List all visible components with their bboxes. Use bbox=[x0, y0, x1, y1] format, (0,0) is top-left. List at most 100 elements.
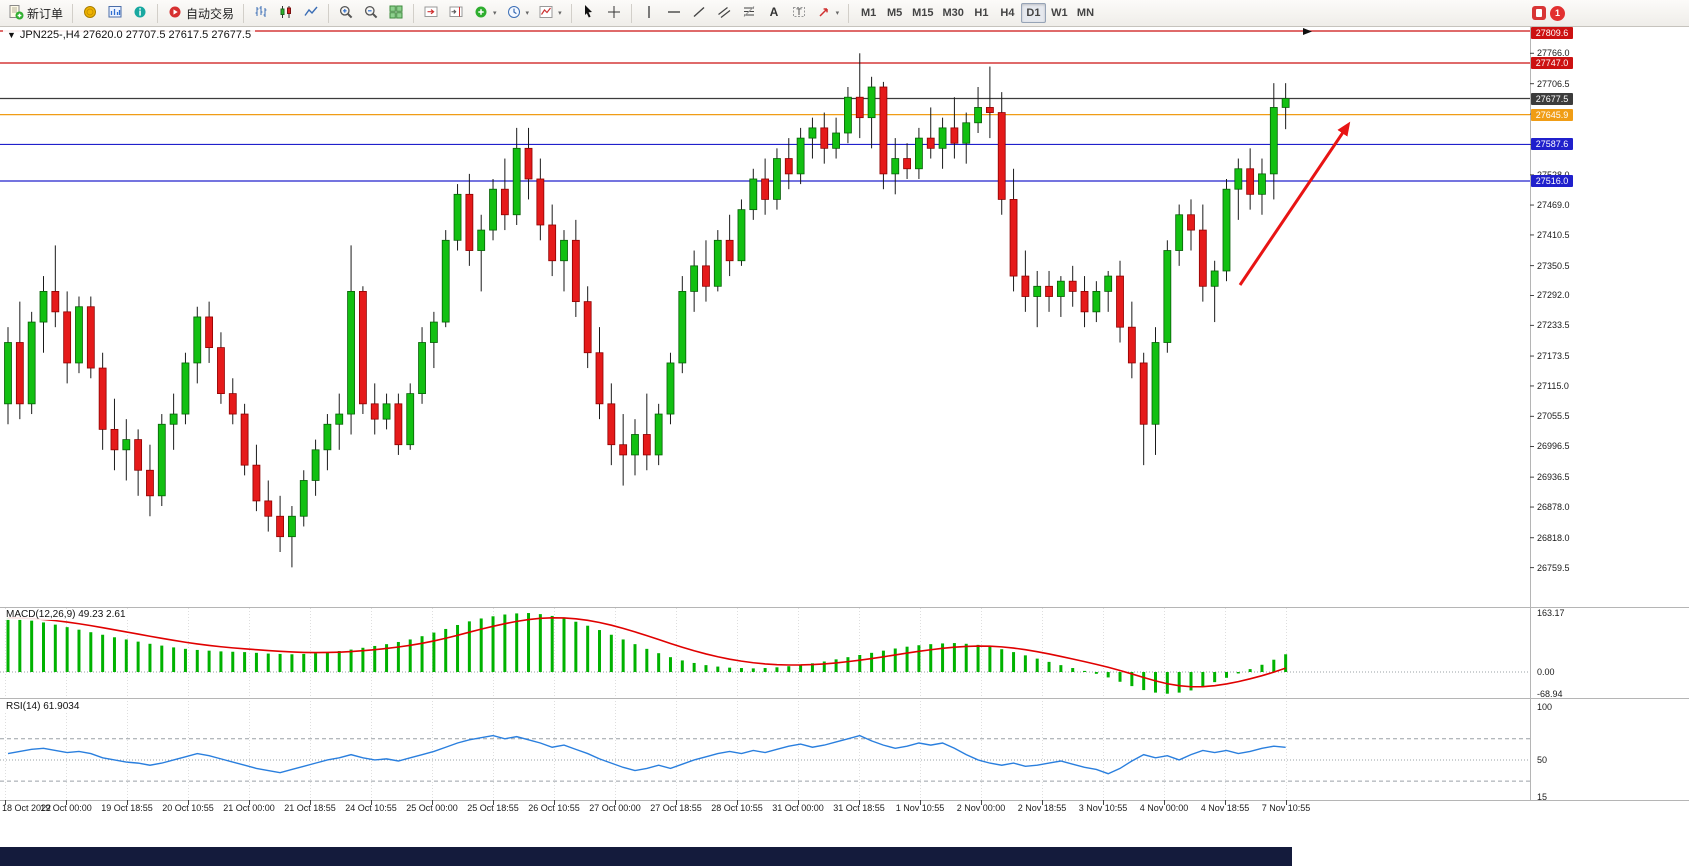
arrows-tool[interactable]: ▾ bbox=[812, 2, 844, 24]
candles-layer bbox=[4, 53, 1290, 568]
tile-windows-icon bbox=[388, 4, 404, 23]
horizontal-line-tool[interactable] bbox=[662, 2, 686, 24]
svg-text:T: T bbox=[796, 7, 802, 17]
new-order-button[interactable]: 新订单 bbox=[4, 2, 67, 24]
auto-trading-icon bbox=[167, 4, 183, 23]
indicator-plus-icon bbox=[473, 4, 489, 23]
text-icon: A bbox=[766, 4, 782, 23]
zoom-out-icon bbox=[363, 4, 379, 23]
channel-icon bbox=[716, 4, 732, 23]
tile-windows-button[interactable] bbox=[384, 2, 408, 24]
data-window-button[interactable] bbox=[128, 2, 152, 24]
chevron-down-icon: ▾ bbox=[493, 10, 497, 17]
macd-histogram bbox=[6, 613, 1288, 694]
periods-button[interactable]: ▾ bbox=[502, 2, 534, 24]
timeframe-W1[interactable]: W1 bbox=[1047, 3, 1072, 23]
pane-separators bbox=[0, 27, 1689, 801]
chevron-down-icon: ▾ bbox=[558, 10, 562, 17]
timeframe-toolbar: M1 M5 M15 M30 H1 H4 D1 W1 MN bbox=[856, 3, 1098, 23]
candlestick-chart-icon bbox=[278, 4, 294, 23]
toolbar-separator bbox=[243, 3, 245, 23]
new-order-label: 新订单 bbox=[27, 6, 64, 21]
crosshair-button[interactable] bbox=[602, 2, 626, 24]
auto-trading-button[interactable]: 自动交易 bbox=[163, 2, 238, 24]
zoom-in-button[interactable] bbox=[334, 2, 358, 24]
toolbar-separator bbox=[848, 3, 850, 23]
svg-text:A: A bbox=[769, 5, 778, 19]
rsi-label: RSI(14) 61.9034 bbox=[3, 701, 83, 712]
trendline-icon bbox=[691, 4, 707, 23]
bar-chart-button[interactable] bbox=[249, 2, 273, 24]
timeframe-M5[interactable]: M5 bbox=[882, 3, 907, 23]
candlestick-chart-button[interactable] bbox=[274, 2, 298, 24]
timeframe-H1[interactable]: H1 bbox=[969, 3, 994, 23]
timeframe-H4[interactable]: H4 bbox=[995, 3, 1020, 23]
chevron-down-icon: ▾ bbox=[525, 10, 530, 17]
rsi-line bbox=[7, 734, 1286, 775]
trend-arrow bbox=[1238, 121, 1351, 286]
toolbar-separator bbox=[413, 3, 415, 23]
auto-trading-label: 自动交易 bbox=[186, 6, 235, 21]
toolbar-separator bbox=[630, 3, 632, 23]
chart-plot bbox=[0, 27, 1689, 805]
toolbar-separator bbox=[72, 3, 74, 23]
cursor-button[interactable] bbox=[577, 2, 601, 24]
symbols-button[interactable] bbox=[78, 2, 102, 24]
toolbar-separator bbox=[328, 3, 330, 23]
timeframe-M30[interactable]: M30 bbox=[939, 3, 968, 23]
macd-signal-line bbox=[7, 616, 1286, 688]
axis-ticks bbox=[5, 52, 1534, 805]
zoom-out-button[interactable] bbox=[359, 2, 383, 24]
indicators-button[interactable]: ▾ bbox=[469, 2, 501, 24]
market-watch-button[interactable] bbox=[103, 2, 127, 24]
main-toolbar: 新订单 自动交易 ▾ ▾ ▾ A T ▾ bbox=[0, 0, 1689, 27]
template-icon bbox=[538, 4, 554, 23]
auto-scroll-button[interactable] bbox=[419, 2, 443, 24]
notification-badge[interactable]: 1 bbox=[1550, 5, 1565, 21]
channel-tool[interactable] bbox=[712, 2, 736, 24]
horizontal-line-icon bbox=[666, 4, 682, 23]
horizontal-price-lines bbox=[0, 30, 1530, 182]
object-marker bbox=[1303, 28, 1312, 35]
cursor-icon bbox=[581, 4, 597, 23]
new-order-icon bbox=[8, 4, 24, 23]
zoom-in-icon bbox=[338, 4, 354, 23]
timeframe-M1[interactable]: M1 bbox=[856, 3, 881, 23]
timeframe-M15[interactable]: M15 bbox=[908, 3, 937, 23]
indicator-gridlines bbox=[0, 608, 1530, 800]
toolbar-right-group: 1 bbox=[1532, 5, 1685, 21]
chart-shift-icon bbox=[448, 4, 464, 23]
fibonacci-icon bbox=[741, 4, 757, 23]
vertical-line-icon bbox=[641, 4, 657, 23]
trendline-tool[interactable] bbox=[687, 2, 711, 24]
arrow-shape-icon bbox=[816, 4, 832, 23]
timeframe-D1[interactable]: D1 bbox=[1020, 3, 1046, 23]
symbols-icon bbox=[82, 4, 98, 23]
chart-title-text: JPN225-,H4 27620.0 27707.5 27617.5 27677… bbox=[19, 29, 252, 41]
label-tool[interactable]: T bbox=[787, 2, 811, 24]
text-tool[interactable]: A bbox=[762, 2, 786, 24]
auto-scroll-icon bbox=[423, 4, 439, 23]
one-click-trading-toggle[interactable]: ▼ bbox=[7, 30, 16, 40]
bar-chart-icon bbox=[253, 4, 269, 23]
chart-canvas[interactable]: 27766.0 27706.5 27647.0 27587.5 27528.0 27469… bbox=[0, 27, 1689, 867]
market-watch-icon bbox=[107, 4, 123, 23]
timeframe-MN[interactable]: MN bbox=[1073, 3, 1098, 23]
line-chart-button[interactable] bbox=[299, 2, 323, 24]
bottom-panel bbox=[0, 847, 1292, 866]
toolbar-separator bbox=[157, 3, 159, 23]
alerts-icon[interactable] bbox=[1532, 6, 1546, 20]
toolbar-separator bbox=[570, 3, 572, 23]
fibonacci-tool[interactable] bbox=[737, 2, 761, 24]
chart-shift-button[interactable] bbox=[444, 2, 468, 24]
crosshair-icon bbox=[606, 4, 622, 23]
chart-title: ▼ JPN225-,H4 27620.0 27707.5 27617.5 276… bbox=[3, 28, 256, 42]
label-icon: T bbox=[791, 4, 807, 23]
chevron-down-icon: ▾ bbox=[835, 10, 840, 17]
clock-icon bbox=[506, 4, 522, 23]
info-icon bbox=[132, 4, 148, 23]
line-chart-icon bbox=[303, 4, 319, 23]
templates-button[interactable]: ▾ bbox=[534, 2, 566, 24]
vertical-line-tool[interactable] bbox=[637, 2, 661, 24]
